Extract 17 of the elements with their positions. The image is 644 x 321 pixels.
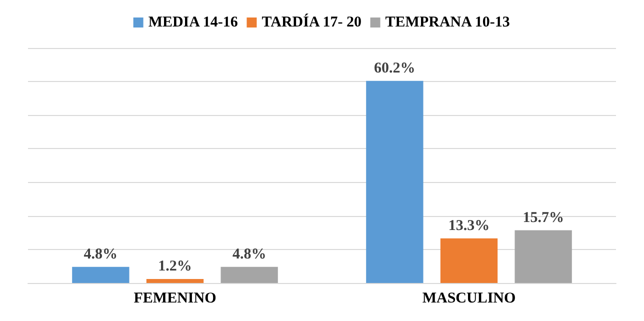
bar — [146, 278, 204, 283]
data-label: 15.7% — [522, 210, 564, 226]
legend-label: MEDIA 14-16 — [148, 14, 238, 30]
bar — [366, 80, 424, 283]
data-label: 13.3% — [448, 218, 490, 234]
data-label: 60.2% — [374, 60, 416, 76]
bar — [514, 230, 572, 283]
x-tick-label: FEMENINO — [134, 290, 216, 306]
legend-label: TARDÍA 17- 20 — [262, 14, 362, 30]
x-tick-label: MASCULINO — [422, 290, 516, 306]
bar — [72, 266, 130, 283]
legend-label: TEMPRANA 10-13 — [385, 14, 510, 30]
data-label: 4.8% — [232, 246, 266, 262]
data-label: 1.2% — [158, 258, 192, 274]
data-label: 4.8% — [84, 246, 118, 262]
bar — [220, 266, 278, 283]
bar — [440, 238, 498, 283]
